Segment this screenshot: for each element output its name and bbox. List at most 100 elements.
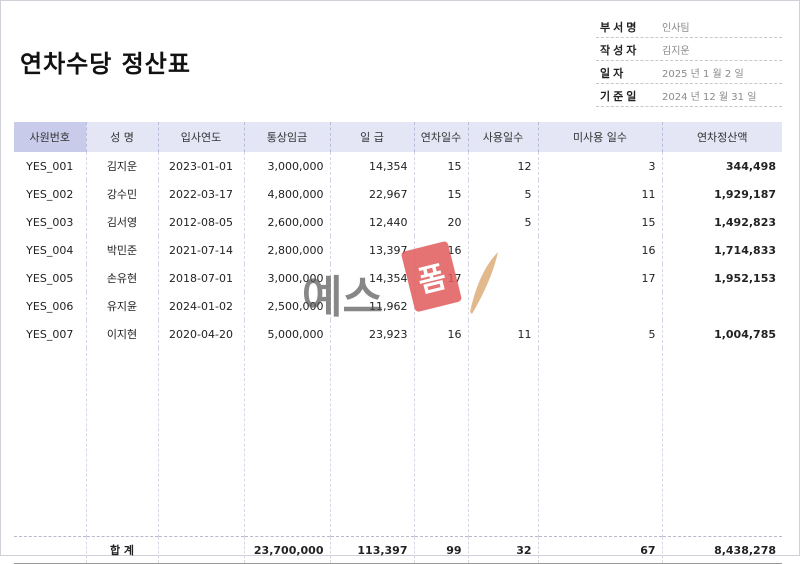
cell-base-wage: 2,600,000 bbox=[244, 208, 331, 236]
cell-name: 유지윤 bbox=[86, 292, 159, 320]
cell-settlement: 1,929,187 bbox=[714, 187, 776, 201]
empty-cell bbox=[244, 348, 331, 537]
total-label: 합 계 bbox=[86, 536, 159, 564]
empty-cell bbox=[158, 348, 245, 537]
cell-unused-days: 5 bbox=[538, 320, 663, 348]
table-row: YES_006 유지윤 2024-01-02 2,500,000 11,962 bbox=[14, 292, 782, 320]
empty-cell bbox=[330, 348, 415, 537]
info-key: 부서명 bbox=[600, 20, 640, 34]
col-header-base-wage: 통상임금 bbox=[244, 122, 331, 152]
col-header-hire-date: 입사연도 bbox=[158, 122, 245, 152]
cell-used-days bbox=[468, 236, 539, 264]
cell-name: 손유현 bbox=[86, 264, 159, 292]
settlement-table: 사원번호 성 명 입사연도 통상임금 일 급 연차일수 사용일수 미사용 일수 … bbox=[14, 122, 782, 564]
cell-base-wage: 2,500,000 bbox=[244, 292, 331, 320]
cell-used-days: 5 bbox=[468, 208, 539, 236]
cell-name: 강수민 bbox=[86, 180, 159, 208]
cell-daily-wage: 11,962 bbox=[330, 292, 415, 320]
cell-hire-date: 2020-04-20 bbox=[158, 320, 245, 348]
cell-unused-days: 3 bbox=[538, 152, 663, 180]
table-row: YES_004 박민준 2021-07-14 2,800,000 13,397 … bbox=[14, 236, 782, 264]
cell-settlement: 1,714,833 bbox=[714, 243, 776, 257]
cell-unused-days bbox=[538, 292, 663, 320]
empty-cell bbox=[468, 348, 539, 537]
total-unused-days: 67 bbox=[538, 536, 663, 564]
info-value: 인사팀 bbox=[662, 23, 690, 34]
col-header-daily-wage: 일 급 bbox=[330, 122, 415, 152]
cell-daily-wage: 23,923 bbox=[330, 320, 415, 348]
col-header-name: 성 명 bbox=[86, 122, 159, 152]
page-title: 연차수당 정산표 bbox=[20, 50, 191, 78]
cell-settlement bbox=[662, 292, 782, 320]
cell-hire-date: 2024-01-02 bbox=[158, 292, 245, 320]
cell-unused-days: 16 bbox=[538, 236, 663, 264]
cell-used-days: 5 bbox=[468, 180, 539, 208]
table-row: YES_003 김서영 2012-08-05 2,600,000 12,440 … bbox=[14, 208, 782, 236]
total-annual-days: 99 bbox=[414, 536, 469, 564]
cell-daily-wage: 14,354 bbox=[330, 152, 415, 180]
cell-annual-days: 20 bbox=[414, 208, 469, 236]
col-header-settlement: 연차정산액 bbox=[662, 122, 782, 152]
cell-annual-days: 16 bbox=[414, 320, 469, 348]
cell-employee-id: YES_007 bbox=[14, 320, 87, 348]
col-header-annual-days: 연차일수 bbox=[414, 122, 469, 152]
cell-name: 김지운 bbox=[86, 152, 159, 180]
cell-unused-days: 11 bbox=[538, 180, 663, 208]
total-empty-cell bbox=[14, 536, 87, 564]
cell-daily-wage: 12,440 bbox=[330, 208, 415, 236]
cell-daily-wage: 13,397 bbox=[330, 236, 415, 264]
total-row: 합 계 23,700,000 113,397 99 32 67 8,438,27… bbox=[14, 536, 782, 564]
cell-employee-id: YES_006 bbox=[14, 292, 87, 320]
cell-base-wage: 4,800,000 bbox=[244, 180, 331, 208]
cell-daily-wage: 14,354 bbox=[330, 264, 415, 292]
quill-icon bbox=[470, 252, 498, 314]
cell-hire-date: 2021-07-14 bbox=[158, 236, 245, 264]
cell-unused-days: 17 bbox=[538, 264, 663, 292]
cell-employee-id: YES_005 bbox=[14, 264, 87, 292]
col-header-employee-id: 사원번호 bbox=[14, 122, 87, 152]
total-used-days: 32 bbox=[468, 536, 539, 564]
table-row: YES_001 김지운 2023-01-01 3,000,000 14,354 … bbox=[14, 152, 782, 180]
cell-name: 김서영 bbox=[86, 208, 159, 236]
empty-row-area bbox=[14, 348, 782, 537]
total-empty-cell bbox=[158, 536, 245, 564]
cell-employee-id: YES_004 bbox=[14, 236, 87, 264]
total-settlement: 8,438,278 bbox=[662, 536, 782, 564]
table-header-row: 사원번호 성 명 입사연도 통상임금 일 급 연차일수 사용일수 미사용 일수 … bbox=[14, 122, 782, 152]
empty-cell bbox=[538, 348, 663, 537]
info-row-department: 부서명 인사팀 bbox=[596, 16, 782, 38]
empty-cell bbox=[414, 348, 469, 537]
empty-cell bbox=[662, 348, 782, 537]
cell-settlement: 344,498 bbox=[725, 159, 776, 173]
info-row-date: 일자 2025 년 1 월 2 일 bbox=[596, 62, 782, 84]
info-row-reference-date: 기준일 2024 년 12 월 31 일 bbox=[596, 85, 782, 107]
cell-settlement: 1,004,785 bbox=[714, 327, 776, 341]
cell-base-wage: 3,000,000 bbox=[244, 264, 331, 292]
info-key: 기준일 bbox=[600, 89, 640, 103]
col-header-unused-days: 미사용 일수 bbox=[538, 122, 663, 152]
cell-name: 이지현 bbox=[86, 320, 159, 348]
info-key: 일자 bbox=[600, 66, 627, 80]
cell-employee-id: YES_001 bbox=[14, 152, 87, 180]
cell-unused-days: 15 bbox=[538, 208, 663, 236]
cell-annual-days: 15 bbox=[414, 180, 469, 208]
cell-hire-date: 2022-03-17 bbox=[158, 180, 245, 208]
total-base-wage: 23,700,000 bbox=[244, 536, 331, 564]
cell-employee-id: YES_003 bbox=[14, 208, 87, 236]
info-box: 부서명 인사팀 작성자 김지운 일자 2025 년 1 월 2 일 기준일 20… bbox=[596, 16, 782, 108]
watermark-logo: 폼 예스 bbox=[302, 241, 498, 323]
cell-hire-date: 2023-01-01 bbox=[158, 152, 245, 180]
info-value: 김지운 bbox=[662, 46, 690, 57]
cell-name: 박민준 bbox=[86, 236, 159, 264]
info-value: 2024 년 12 월 31 일 bbox=[662, 92, 757, 103]
info-value: 2025 년 1 월 2 일 bbox=[662, 69, 744, 80]
cell-employee-id: YES_002 bbox=[14, 180, 87, 208]
cell-daily-wage: 22,967 bbox=[330, 180, 415, 208]
table-row: YES_002 강수민 2022-03-17 4,800,000 22,967 … bbox=[14, 180, 782, 208]
cell-base-wage: 2,800,000 bbox=[244, 236, 331, 264]
total-daily-wage: 113,397 bbox=[330, 536, 415, 564]
watermark-badge: 폼 bbox=[401, 241, 462, 312]
cell-base-wage: 5,000,000 bbox=[244, 320, 331, 348]
cell-annual-days: 15 bbox=[414, 152, 469, 180]
cell-hire-date: 2012-08-05 bbox=[158, 208, 245, 236]
